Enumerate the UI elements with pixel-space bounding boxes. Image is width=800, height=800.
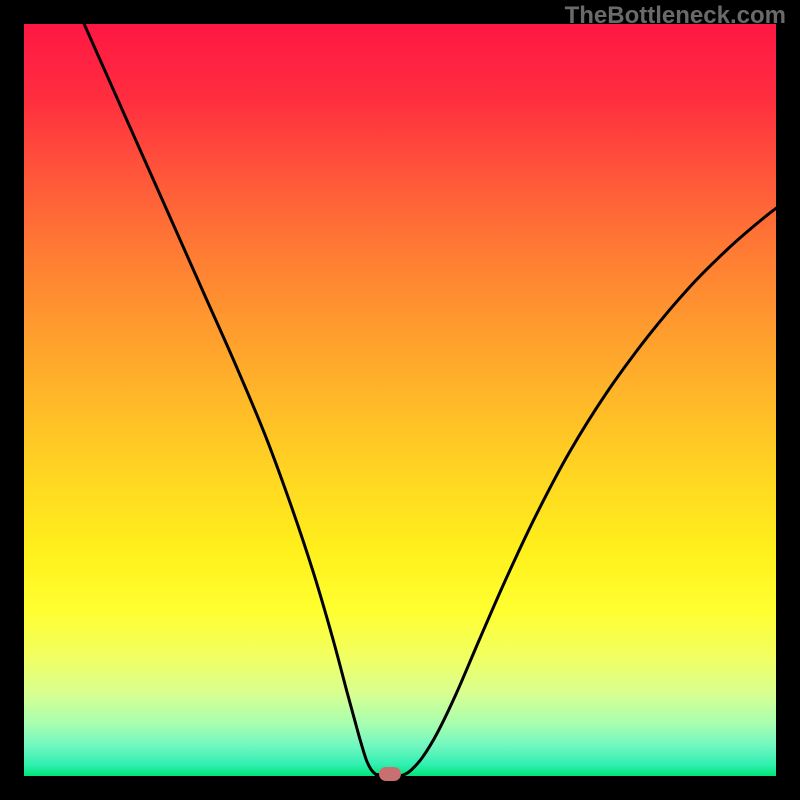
bottleneck-curve-chart xyxy=(24,24,776,776)
gradient-background xyxy=(24,24,776,776)
chart-container: TheBottleneck.com xyxy=(0,0,800,800)
optimal-point-marker xyxy=(379,767,401,781)
watermark-label: TheBottleneck.com xyxy=(565,2,786,30)
